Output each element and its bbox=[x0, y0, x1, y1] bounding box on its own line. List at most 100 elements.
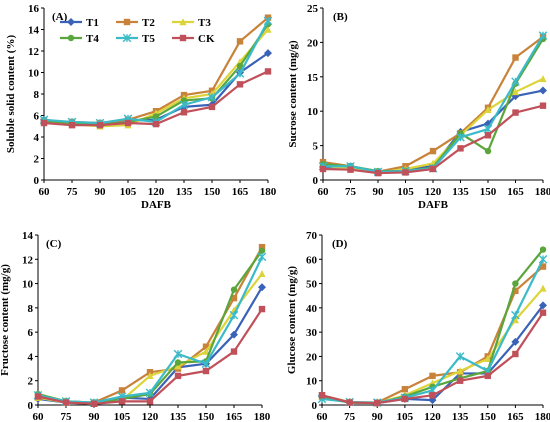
x-tick-label: 120 bbox=[424, 411, 441, 422]
series-t5 bbox=[33, 252, 267, 407]
x-tick-label: 150 bbox=[480, 186, 497, 198]
y-tick-label: 20 bbox=[307, 37, 319, 49]
data-point bbox=[263, 16, 273, 26]
axes: 0 2 4 6 8 10 12 14 60 75 90 105 120 135 150 165 180 bbox=[22, 230, 271, 422]
x-tick-label: 120 bbox=[148, 186, 165, 198]
data-point bbox=[484, 355, 492, 363]
data-point bbox=[347, 166, 354, 173]
data-point bbox=[484, 147, 492, 155]
series-line bbox=[37, 256, 263, 404]
data-point bbox=[264, 49, 272, 58]
y-tick-label: 6 bbox=[34, 111, 40, 123]
data-point bbox=[457, 145, 464, 152]
data-point bbox=[208, 103, 216, 111]
x-tick-label: 165 bbox=[226, 411, 243, 422]
x-tick-label: 90 bbox=[373, 186, 385, 198]
y-tick-label: 14 bbox=[22, 230, 34, 242]
legend-item-t2: T2 bbox=[116, 17, 155, 29]
x-tick-label: 75 bbox=[61, 411, 73, 422]
x-tick-label: 180 bbox=[260, 186, 277, 198]
panel-label: (C) bbox=[46, 238, 62, 250]
series-ck bbox=[40, 68, 272, 129]
chart-legend: T1 T2 T3 T4 T5 CK bbox=[60, 17, 215, 45]
axes: 0 2 4 6 8 10 12 14 16 60 75 90 105 120 135 150 165 180 bbox=[28, 3, 277, 198]
data-point bbox=[484, 106, 492, 114]
x-tick-label: 150 bbox=[480, 411, 497, 422]
data-point bbox=[68, 121, 76, 129]
x-axis-title: DAFB bbox=[141, 199, 172, 211]
y-tick-label: 30 bbox=[306, 327, 318, 339]
x-tick-label: 135 bbox=[452, 411, 469, 422]
data-point bbox=[346, 399, 353, 406]
data-point bbox=[539, 263, 547, 270]
legend-item-t4: T4 bbox=[60, 33, 99, 45]
x-tick-label: 60 bbox=[33, 411, 45, 422]
data-point bbox=[179, 100, 189, 110]
data-point bbox=[539, 86, 547, 95]
panel-label: (B) bbox=[333, 11, 348, 23]
data-point bbox=[456, 377, 464, 384]
series-t4 bbox=[34, 247, 266, 406]
x-tick-label: 135 bbox=[176, 186, 193, 198]
legend-item-t1: T1 bbox=[60, 17, 99, 29]
data-point bbox=[180, 97, 188, 104]
data-point bbox=[258, 283, 266, 292]
data-point bbox=[539, 246, 547, 253]
y-tick-label: 0 bbox=[28, 400, 34, 412]
series-t2 bbox=[34, 243, 266, 406]
data-point bbox=[484, 132, 492, 139]
y-tick-label: 0 bbox=[313, 175, 319, 187]
x-tick-label: 150 bbox=[198, 411, 215, 422]
series-line bbox=[43, 16, 269, 125]
data-point bbox=[201, 359, 211, 369]
y-axis-title: Fructose content (mg/g) bbox=[0, 264, 11, 376]
data-point bbox=[62, 399, 70, 406]
data-point bbox=[512, 350, 519, 358]
x-tick-label: 75 bbox=[344, 411, 356, 422]
data-point bbox=[319, 165, 327, 173]
data-point bbox=[456, 367, 464, 375]
data-point bbox=[483, 124, 493, 134]
data-point bbox=[174, 372, 182, 380]
chart-panel-d: 010203040506070607590105120135150165180D… bbox=[286, 230, 550, 422]
y-tick-label: 16 bbox=[28, 3, 40, 15]
data-point bbox=[429, 147, 437, 155]
x-tick-label: 120 bbox=[425, 186, 442, 198]
legend-item-t5: T5 bbox=[116, 33, 155, 45]
legend-marker bbox=[67, 34, 75, 42]
x-tick-label: 105 bbox=[397, 186, 414, 198]
chart-panel-b: 0 5 10 15 20 25 60 75 90 105 120 135 150 165 180 DAFB Su… bbox=[287, 3, 550, 211]
x-tick-label: 180 bbox=[535, 186, 550, 198]
data-point bbox=[118, 398, 126, 405]
x-axis-title: DAFB bbox=[418, 199, 449, 211]
data-point bbox=[152, 113, 160, 120]
data-point bbox=[230, 348, 238, 355]
data-point bbox=[512, 54, 519, 61]
data-point bbox=[511, 77, 520, 86]
x-tick-label: 60 bbox=[318, 186, 330, 198]
data-point bbox=[539, 284, 547, 292]
data-point bbox=[90, 400, 98, 407]
data-point bbox=[236, 62, 244, 70]
data-point bbox=[174, 362, 182, 370]
x-tick-label: 60 bbox=[39, 186, 51, 198]
y-tick-label: 50 bbox=[306, 279, 318, 291]
data-point bbox=[258, 270, 266, 278]
data-point bbox=[455, 352, 465, 361]
y-tick-label: 2 bbox=[28, 376, 34, 388]
legend-label: T2 bbox=[142, 17, 155, 29]
chart-panel-c: 02468101214607590105120135150165180DAFBF… bbox=[0, 230, 271, 422]
data-point bbox=[34, 393, 42, 400]
data-point bbox=[124, 119, 132, 127]
data-point bbox=[258, 247, 266, 254]
data-point bbox=[230, 286, 238, 293]
x-tick-label: 90 bbox=[89, 411, 101, 422]
legend-label: T5 bbox=[142, 33, 155, 45]
data-point bbox=[180, 109, 188, 116]
data-point bbox=[511, 337, 520, 346]
y-tick-label: 12 bbox=[28, 46, 40, 58]
x-tick-label: 105 bbox=[120, 186, 137, 198]
data-point bbox=[512, 280, 519, 287]
data-point bbox=[402, 169, 409, 176]
data-point bbox=[264, 25, 272, 33]
